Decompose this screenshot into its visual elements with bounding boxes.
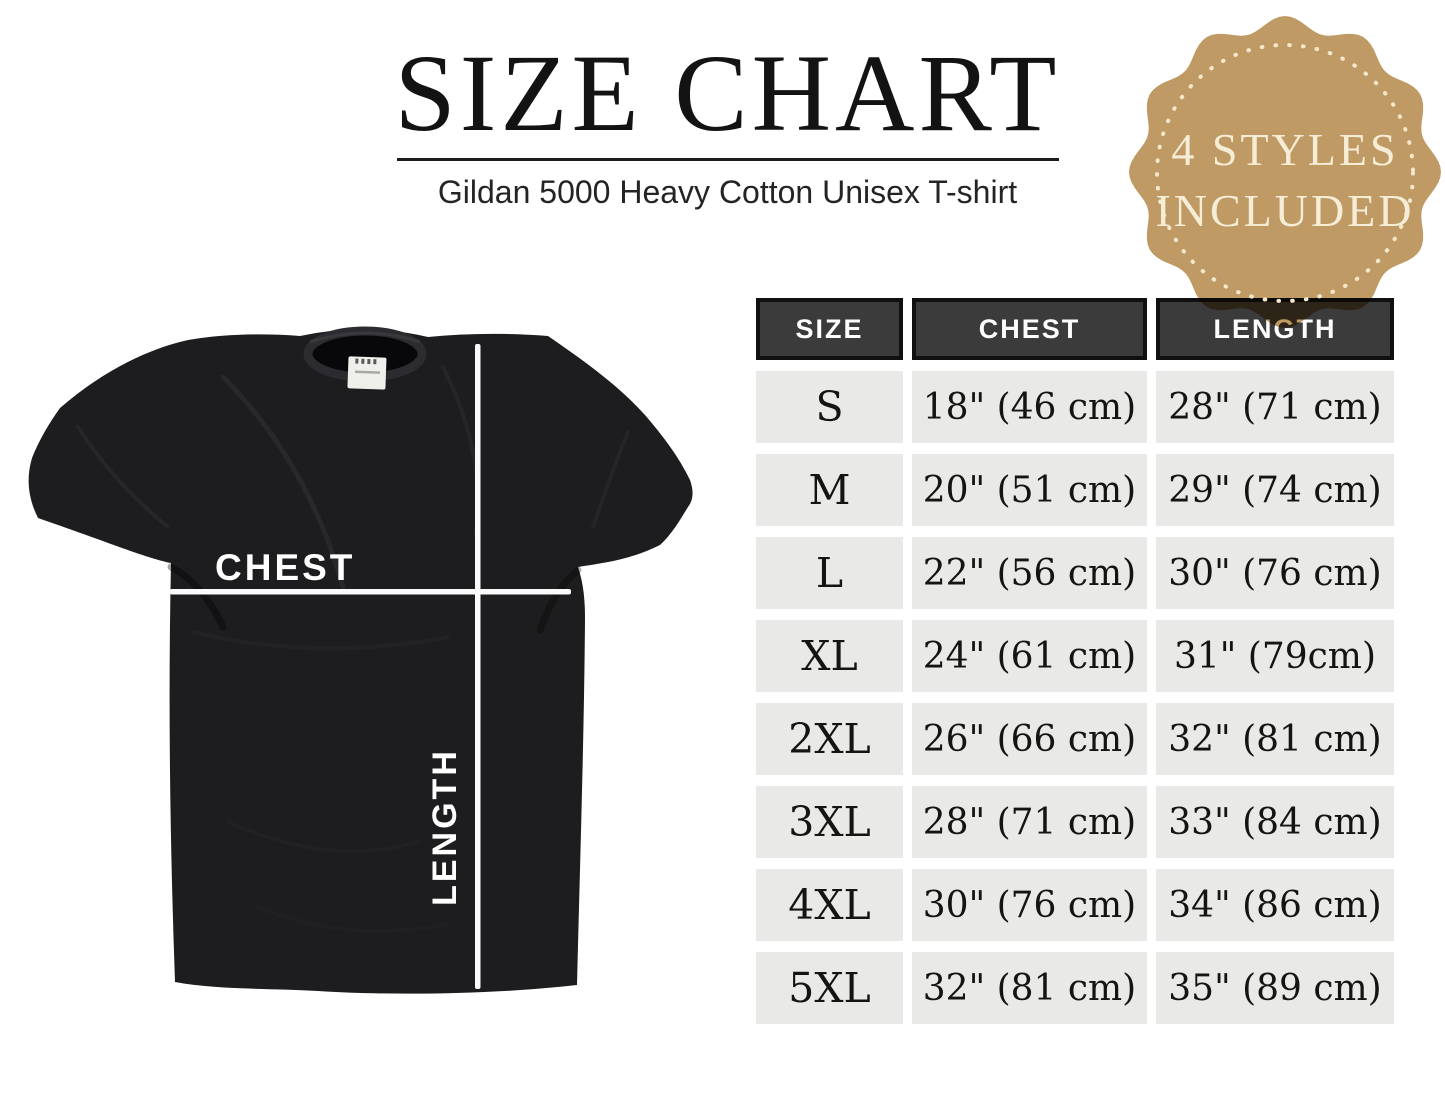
column-header-size: SIZE [756, 298, 903, 360]
chest-cell: 24" (61 cm) [912, 620, 1147, 692]
length-cell: 31" (79cm) [1156, 620, 1394, 692]
badge-dotted-ring [1155, 43, 1415, 303]
neck-label [347, 356, 387, 390]
title-divider [397, 158, 1059, 161]
badge-scallop-path [1129, 16, 1441, 328]
badge-content: 4 STYLES INCLUDED [1155, 43, 1415, 303]
length-cell: 29" (74 cm) [1156, 454, 1394, 526]
column-header-chest: CHEST [912, 298, 1147, 360]
length-cell: 32" (81 cm) [1156, 703, 1394, 775]
size-cell: 5XL [756, 952, 903, 1024]
length-cell: 35" (89 cm) [1156, 952, 1394, 1024]
length-label: LENGTH [426, 748, 464, 906]
badge-scallop-shape [1129, 16, 1441, 328]
size-cell: L [756, 537, 903, 609]
tshirt-body [28, 329, 693, 994]
length-cell: 33" (84 cm) [1156, 786, 1394, 858]
page-title: SIZE CHART [394, 32, 1061, 154]
chest-cell: 28" (71 cm) [912, 786, 1147, 858]
size-cell: 2XL [756, 703, 903, 775]
length-cell: 30" (76 cm) [1156, 537, 1394, 609]
styles-badge: 4 STYLES INCLUDED [1126, 13, 1444, 331]
tshirt-illustration: CHEST LENGTH [28, 326, 693, 994]
badge-line1: 4 STYLES [1171, 124, 1398, 175]
chest-cell: 18" (46 cm) [912, 371, 1147, 443]
chest-cell: 26" (66 cm) [912, 703, 1147, 775]
size-cell: XL [756, 620, 903, 692]
size-cell: M [756, 454, 903, 526]
length-cell: 34" (86 cm) [1156, 869, 1394, 941]
chest-cell: 32" (81 cm) [912, 952, 1147, 1024]
size-cell: 4XL [756, 869, 903, 941]
page-subtitle: Gildan 5000 Heavy Cotton Unisex T-shirt [437, 174, 1018, 210]
length-cell: 28" (71 cm) [1156, 371, 1394, 443]
size-cell: S [756, 371, 903, 443]
chest-line [170, 589, 571, 595]
chest-cell: 30" (76 cm) [912, 869, 1147, 941]
chest-cell: 22" (56 cm) [912, 537, 1147, 609]
badge-line2: INCLUDED [1155, 185, 1414, 236]
length-line [475, 344, 481, 989]
chest-label: CHEST [215, 547, 355, 588]
size-cell: 3XL [756, 786, 903, 858]
fabric-folds [76, 365, 630, 933]
size-table: SIZE CHEST LENGTH S 18" (46 cm) 28" (71 … [756, 298, 1394, 1024]
chest-cell: 20" (51 cm) [912, 454, 1147, 526]
